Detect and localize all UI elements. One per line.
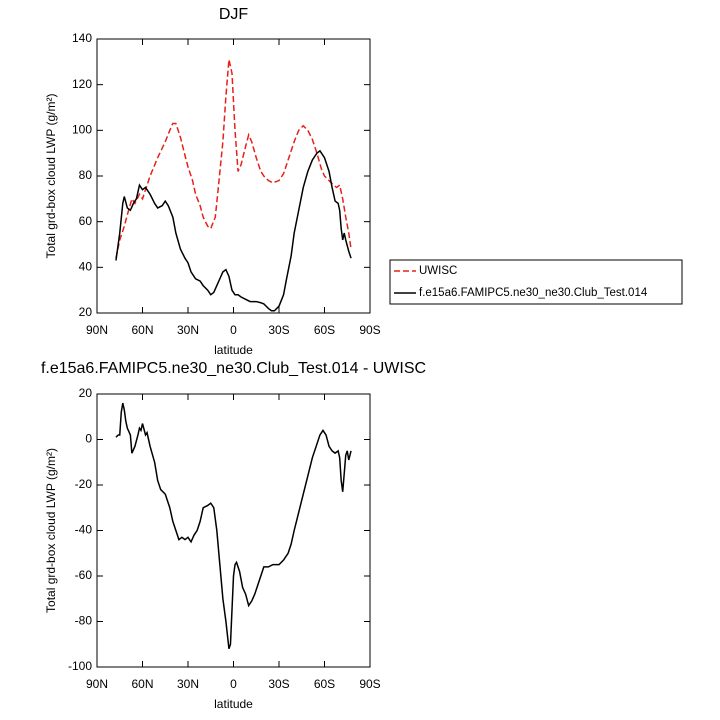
legend-label: f.e15a6.FAMIPC5.ne30_ne30.Club_Test.014 (419, 287, 648, 299)
y-tick-label: 20 (79, 386, 93, 400)
y-axis-label: Total grd-box cloud LWP (g/m²) (44, 448, 58, 613)
y-tick-label: -80 (75, 614, 93, 628)
x-tick-label: 90S (359, 677, 380, 691)
x-tick-label: 30S (268, 323, 289, 337)
x-tick-label: 90N (86, 323, 108, 337)
x-tick-label: 60S (314, 323, 335, 337)
x-tick-label: 60N (131, 323, 153, 337)
x-tick-label: 90S (359, 323, 380, 337)
y-tick-label: 120 (72, 77, 92, 91)
y-tick-label: 20 (79, 305, 93, 319)
y-tick-label: -40 (75, 523, 93, 537)
legend-box (389, 259, 683, 305)
x-axis-label: latitude (214, 343, 253, 357)
y-axis-label: Total grd-box cloud LWP (g/m²) (44, 94, 58, 259)
plot-frame (96, 38, 371, 314)
legend-label: UWISC (419, 265, 457, 277)
series-line (115, 149, 352, 312)
y-tick-label: 80 (79, 168, 93, 182)
y-tick-label: 60 (79, 214, 93, 228)
x-tick-label: 0 (230, 323, 237, 337)
y-tick-label: -20 (75, 477, 93, 491)
y-tick-label: 0 (85, 432, 92, 446)
x-tick-label: 60N (131, 677, 153, 691)
y-tick-label: 100 (72, 123, 92, 137)
y-tick-label: 40 (79, 260, 93, 274)
chart-title: DJF (219, 6, 249, 23)
x-tick-label: 30S (268, 677, 289, 691)
y-tick-label: -100 (68, 659, 92, 673)
y-tick-label: 140 (72, 31, 92, 45)
x-tick-label: 60S (314, 677, 335, 691)
series-line (115, 402, 352, 650)
x-axis-label: latitude (214, 697, 253, 711)
x-tick-label: 0 (230, 677, 237, 691)
x-tick-label: 90N (86, 677, 108, 691)
series-line (115, 59, 352, 259)
x-tick-label: 30N (177, 323, 199, 337)
x-tick-label: 30N (177, 677, 199, 691)
chart-title: f.e15a6.FAMIPC5.ne30_ne30.Club_Test.014 … (41, 360, 426, 377)
y-tick-label: -60 (75, 568, 93, 582)
